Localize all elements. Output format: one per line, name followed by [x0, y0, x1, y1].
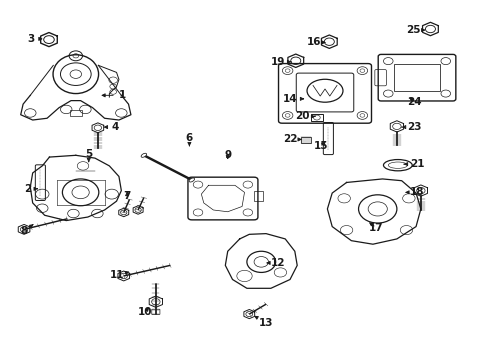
Bar [393, 64, 439, 91]
Bar [301, 137, 310, 143]
Text: 18: 18 [405, 187, 424, 197]
Ellipse shape [141, 153, 146, 157]
Ellipse shape [189, 178, 194, 182]
Text: 23: 23 [401, 122, 421, 132]
Text: 5: 5 [85, 149, 92, 162]
Text: 3: 3 [27, 34, 42, 44]
Text: 4: 4 [104, 122, 119, 132]
Text: 10: 10 [137, 307, 152, 317]
Text: 6: 6 [185, 133, 193, 146]
Text: 2: 2 [24, 184, 37, 194]
Text: 7: 7 [123, 191, 130, 201]
Text: 12: 12 [266, 258, 285, 268]
Text: 22: 22 [282, 134, 301, 144]
Text: 19: 19 [270, 57, 290, 67]
Text: 13: 13 [254, 316, 273, 328]
Text: 1: 1 [102, 90, 126, 100]
Text: 9: 9 [224, 150, 231, 160]
Text: 21: 21 [403, 159, 424, 169]
Text: 17: 17 [368, 222, 383, 233]
Bar [254, 190, 262, 201]
Text: 24: 24 [407, 98, 421, 107]
Text: 14: 14 [282, 94, 303, 104]
Text: 25: 25 [405, 25, 424, 35]
Text: 16: 16 [306, 37, 325, 48]
Text: 8: 8 [20, 225, 33, 236]
Text: 11: 11 [110, 270, 128, 280]
Bar [70, 110, 81, 117]
Text: 15: 15 [313, 141, 328, 152]
Text: 20: 20 [294, 112, 314, 121]
Bar [310, 114, 323, 121]
